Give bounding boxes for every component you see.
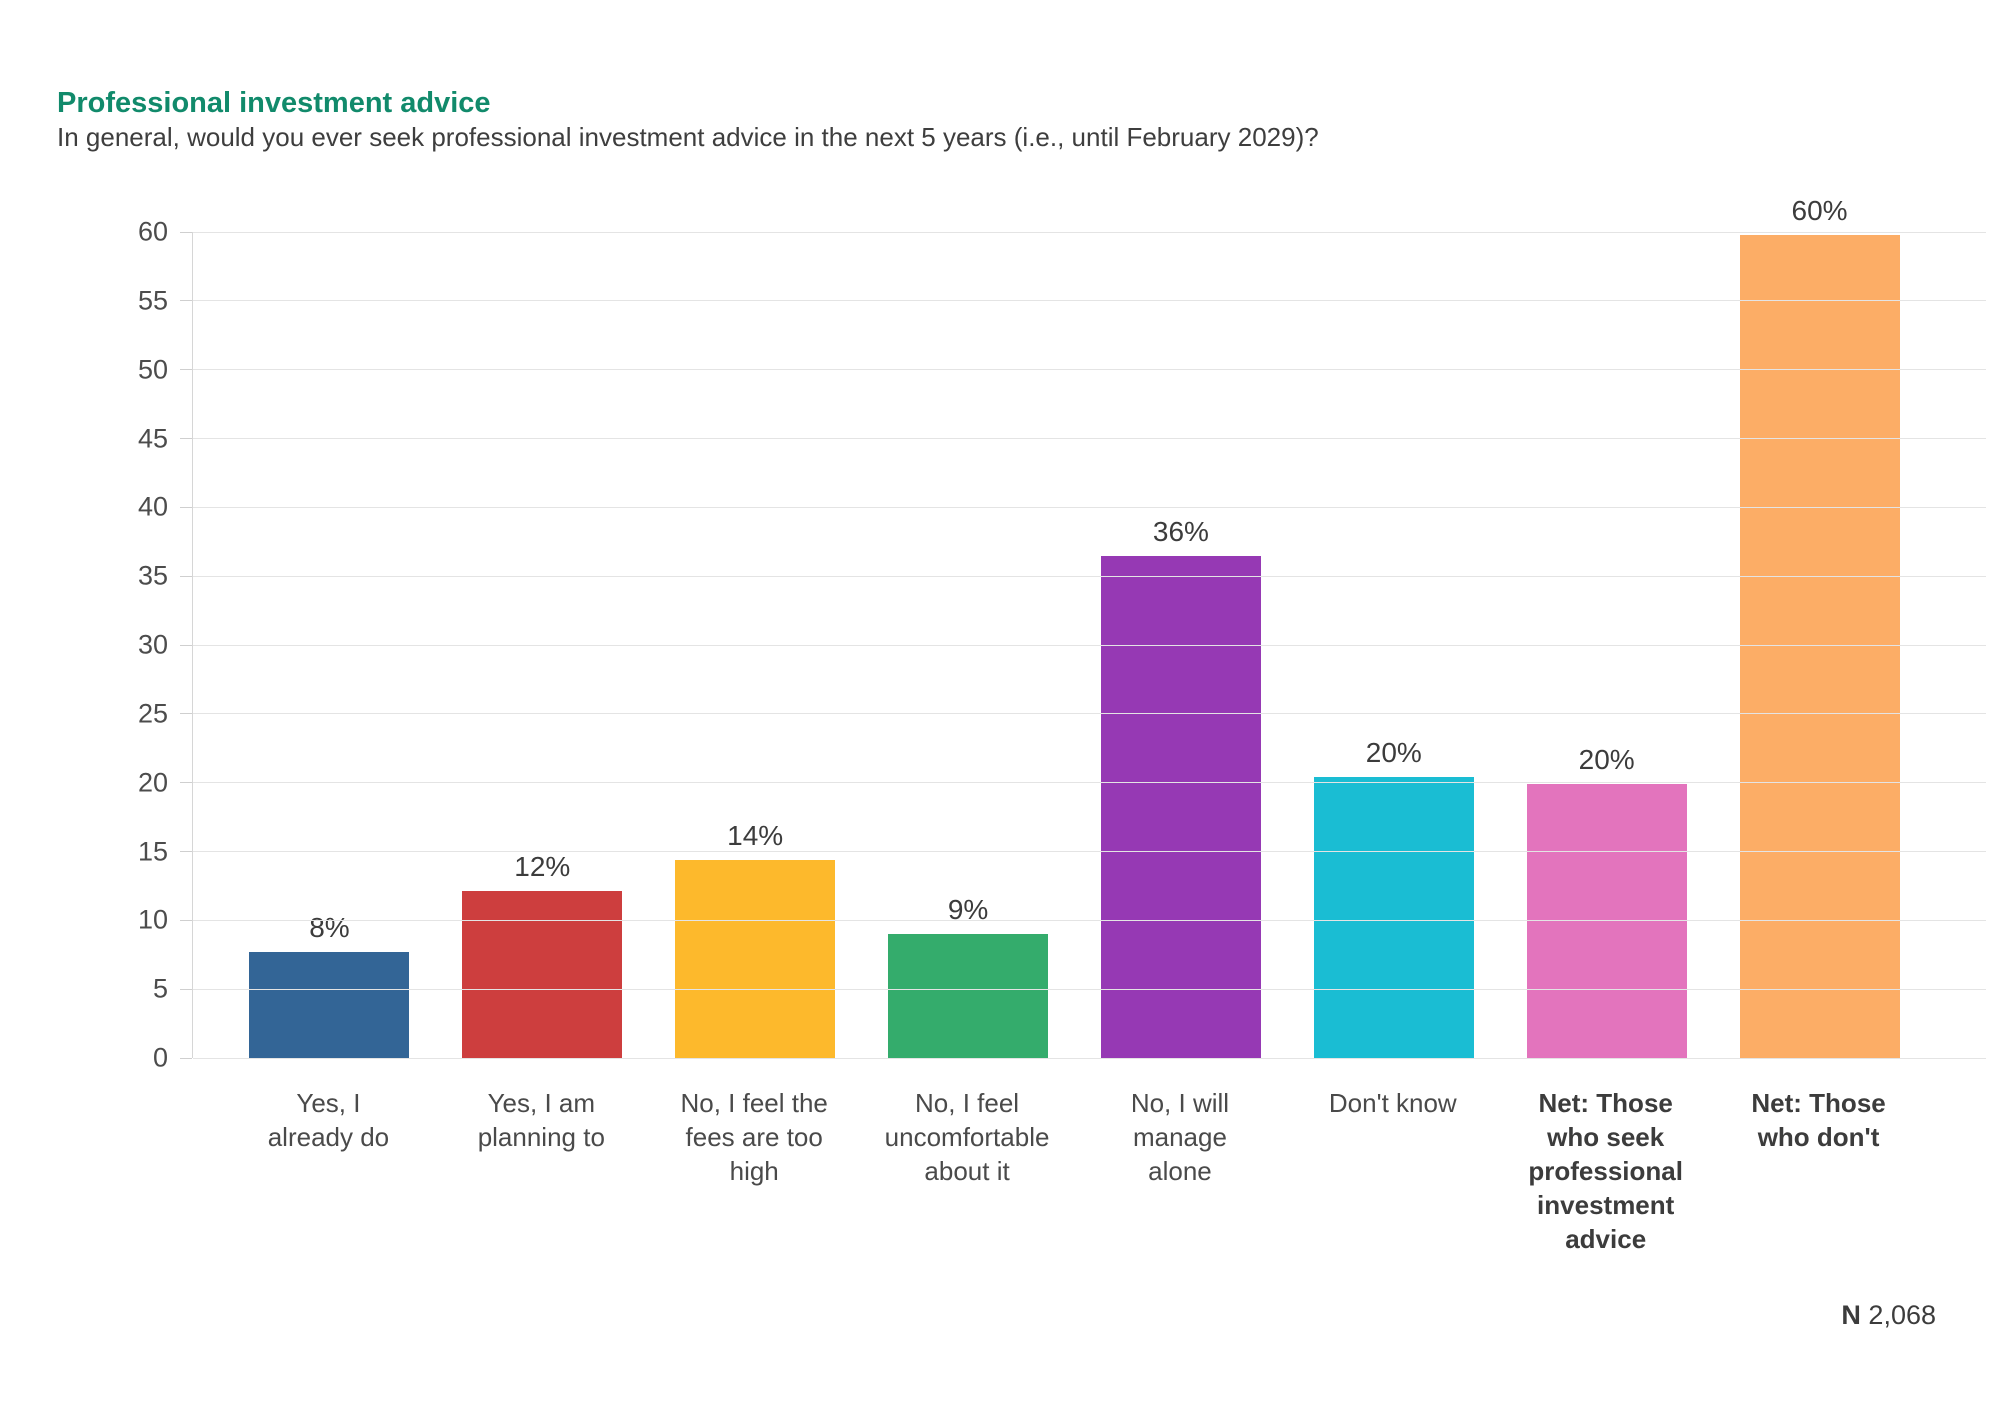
y-axis-tick [180,231,192,233]
category-label: Don't know [1328,1088,1457,1118]
gridline [193,300,1986,302]
bar-column: 8% [223,232,436,1058]
y-tick-label: 10 [137,904,168,935]
bar-value-label: 14% [727,819,784,851]
y-axis-tick [180,713,192,715]
category-label: No, I feel the fees are too high [680,1088,828,1186]
gridline [193,575,1986,577]
x-axis-labels: Yes, I already do Yes, I am planning to No… [222,1086,1925,1256]
gridline [193,713,1986,715]
y-axis-tick [180,300,192,302]
bar [1313,777,1474,1058]
chart-title: Professional investment advice [57,87,491,119]
y-axis-tick [180,782,192,784]
category-label: No, I will manage alone [1130,1088,1230,1186]
y-tick-label: 20 [137,767,168,798]
bar-column: 14% [649,232,862,1058]
bar-value-label: 36% [1152,515,1209,547]
category-label: Net: Those who don't [1751,1088,1886,1152]
sample-size-note: N 2,068 [1841,1302,1936,1329]
gridline [193,506,1986,508]
y-tick-label: 5 [152,973,168,1004]
y-axis-tick [180,1057,192,1059]
category-label: Net: Those who seek professional investm… [1528,1088,1683,1254]
y-tick-label: 35 [137,560,168,591]
sample-size-value: 2,068 [1868,1300,1936,1330]
bar [1739,234,1900,1058]
bar-value-label: 12% [514,851,571,883]
y-axis-tick [180,369,192,371]
gridline [193,1057,1986,1059]
y-tick-label: 40 [137,491,168,522]
y-tick-label: 25 [137,698,168,729]
gridline [193,988,1986,990]
gridline [193,919,1986,921]
y-axis-tick [180,506,192,508]
bar-value-label: 8% [309,912,350,943]
bar [249,952,410,1058]
category-label: Yes, I already do [267,1088,390,1152]
bar-column: 20% [1287,232,1500,1058]
bar-column: 36% [1075,232,1288,1058]
bar-column: 20% [1500,232,1713,1058]
gridline [193,851,1986,852]
bar-column: 9% [862,232,1075,1058]
y-axis-tick [180,575,192,577]
y-tick-label: 60 [137,216,168,247]
gridline [193,438,1986,439]
y-axis-tick [180,851,192,852]
gridline [193,369,1986,371]
bar-value-label: 9% [947,894,989,926]
y-tick-label: 15 [137,836,168,866]
y-tick-label: 55 [137,285,168,316]
bar [462,891,623,1058]
y-axis-tick [180,438,192,439]
y-tick-label: 0 [152,1042,168,1073]
y-axis-tick [180,988,192,990]
y-axis-tick [180,919,192,921]
gridline [193,231,1986,233]
bar-value-label: 60% [1791,194,1848,226]
y-tick-label: 50 [137,354,168,385]
bar-column: 12% [436,232,649,1058]
category-label: Yes, I am planning to [477,1088,605,1152]
bar [888,934,1049,1058]
bar [1100,555,1261,1058]
gridline [193,782,1986,784]
y-axis-tick [180,644,192,646]
bar [675,859,836,1058]
category-label: No, I feel uncomfortable about it [884,1088,1050,1186]
bar [1526,784,1687,1058]
bar-value-label: 20% [1578,744,1635,776]
chart-subtitle: In general, would you ever seek professi… [57,122,1319,152]
sample-size-label: N [1841,1300,1861,1330]
gridline [193,644,1986,646]
plot-area: 8% 12% 14% 9% 36% 20% 20% 60% 0 5 10 15 20 25 30 35 40 4… [138,196,1986,1071]
bar-value-label: 20% [1365,737,1422,769]
y-tick-label: 30 [137,629,168,660]
y-tick-label: 45 [137,423,168,453]
